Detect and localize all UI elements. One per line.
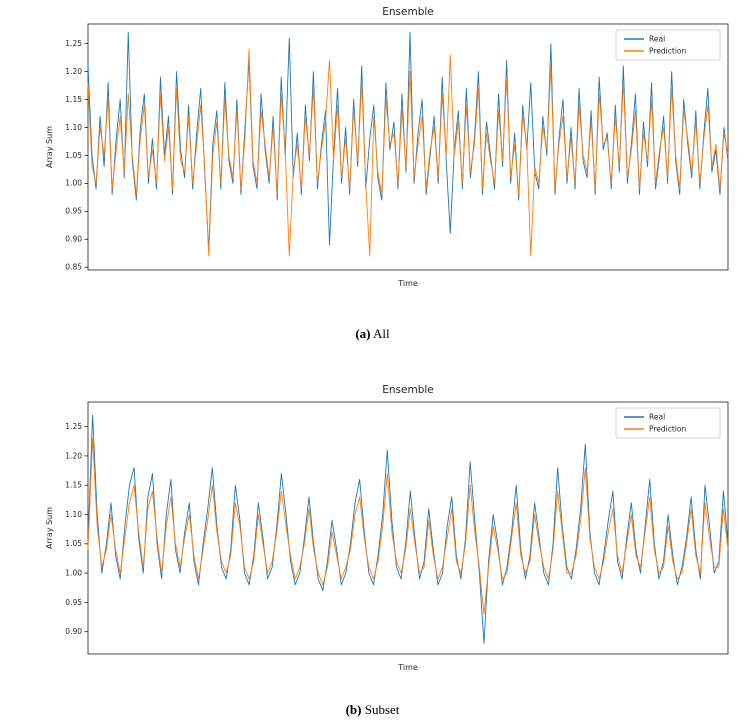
y-axis-label: Array Sum — [45, 126, 54, 168]
y-tick-label: 1.10 — [65, 123, 82, 132]
caption-a: (a) All — [0, 326, 745, 342]
caption-label: (a) — [355, 326, 371, 341]
y-tick-label: 1.00 — [65, 569, 82, 578]
series-line-prediction — [87, 437, 729, 615]
y-tick-label: 0.85 — [65, 263, 82, 272]
y-tick-label: 1.05 — [65, 151, 82, 160]
y-tick-label: 1.25 — [65, 422, 82, 431]
x-axis-label: Time — [397, 663, 418, 672]
y-tick-label: 0.90 — [65, 235, 82, 244]
y-tick-label: 1.10 — [65, 510, 82, 519]
caption-b: (b) Subset — [0, 702, 745, 718]
y-tick-label: 0.95 — [65, 598, 82, 607]
line-chart-subset: 0.90 0.95 1.00 1.05 1.10 1.15 1.20 1.25 Array Su… — [45, 401, 729, 672]
legend-box — [615, 407, 721, 439]
legend-box — [615, 29, 721, 61]
legend-entry: Prediction — [649, 47, 687, 56]
chart-title: Ensemble — [382, 6, 434, 18]
y-tick-label: 1.15 — [65, 481, 82, 490]
chart-all-figure: Ensemble 0.85 0.90 0.95 1.00 1.05 1.10 1.15 1.2… — [0, 6, 745, 342]
chart-title: Ensemble — [382, 384, 434, 396]
legend-entry: Real — [649, 413, 665, 422]
y-tick-label: 1.05 — [65, 539, 82, 548]
y-tick-label: 1.20 — [65, 451, 82, 460]
legend-entry: Prediction — [649, 425, 687, 434]
y-tick-label: 1.00 — [65, 179, 82, 188]
series-line-real — [87, 414, 729, 644]
plot-area-all: 0.85 0.90 0.95 1.00 1.05 1.10 1.15 1.20 1.25 Arra… — [0, 18, 745, 302]
figure-spacer — [0, 342, 745, 378]
y-tick-label: 1.25 — [65, 39, 82, 48]
plot-area-subset: 0.90 0.95 1.00 1.05 1.10 1.15 1.20 1.25 Array Su… — [0, 396, 745, 686]
series-line-prediction — [87, 48, 729, 257]
caption-text: Subset — [364, 702, 400, 717]
x-axis-label: Time — [397, 279, 418, 288]
chart-subset-figure: Ensemble 0.90 0.95 1.00 1.05 1.10 1.15 1.20 1.2… — [0, 384, 745, 718]
caption-label: (b) — [345, 702, 362, 717]
y-tick-label: 1.15 — [65, 95, 82, 104]
y-tick-label: 0.95 — [65, 207, 82, 216]
y-tick-label: 1.20 — [65, 67, 82, 76]
legend-entry: Real — [649, 35, 665, 44]
line-chart-all: 0.85 0.90 0.95 1.00 1.05 1.10 1.15 1.20 1.25 Arra… — [45, 23, 729, 288]
y-tick-label: 0.90 — [65, 627, 82, 636]
y-axis-label: Array Sum — [45, 507, 54, 549]
caption-text: All — [373, 326, 390, 341]
